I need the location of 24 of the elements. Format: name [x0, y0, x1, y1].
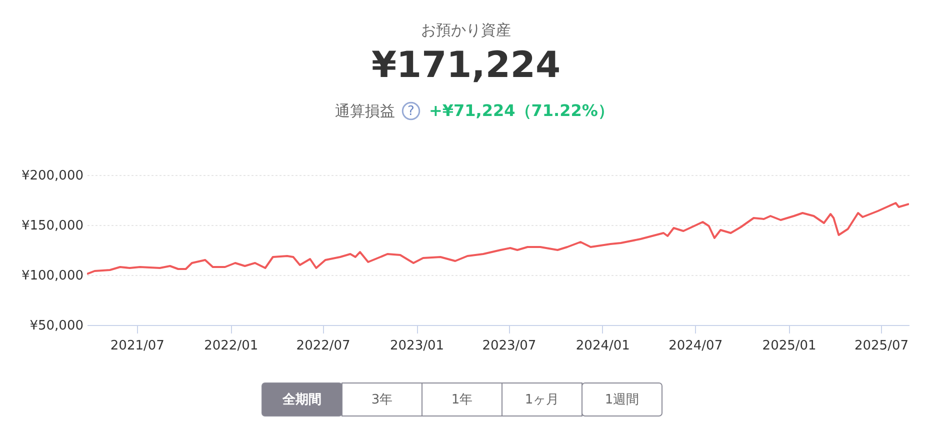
chart-subtitle: ¥171,224: [371, 45, 561, 86]
x-tick-label: 2022/07: [296, 338, 350, 354]
x-tick-label: 2021/07: [110, 338, 164, 354]
line-series: [87, 202, 909, 275]
x-tick-label: 2025/07: [854, 338, 908, 354]
text: 通算損益: [335, 102, 395, 120]
y-tick-label: ¥100,000: [21, 268, 84, 284]
y-tick-label: ¥200,000: [21, 168, 84, 184]
x-tick-label: 2024/07: [668, 338, 723, 354]
x-tick-label: 2025/01: [762, 338, 816, 354]
x-tick-label: 2023/01: [390, 338, 444, 354]
text: 3年: [371, 392, 393, 408]
x-tick-label: 2023/07: [482, 338, 536, 354]
x-tick-label: 2022/01: [204, 338, 258, 354]
text: 1年: [451, 392, 473, 408]
text: 全期間: [282, 392, 322, 408]
y-tick-label: ¥150,000: [21, 218, 84, 234]
chart-title: お預かり資産: [421, 21, 511, 39]
text: 1週間: [604, 392, 640, 408]
text: +¥71,224（71.22%）: [429, 101, 614, 120]
x-tick-label: 2024/01: [576, 338, 630, 354]
y-tick-label: ¥50,000: [30, 318, 84, 334]
text: 1ヶ月: [524, 392, 560, 408]
text: ?: [408, 104, 414, 119]
